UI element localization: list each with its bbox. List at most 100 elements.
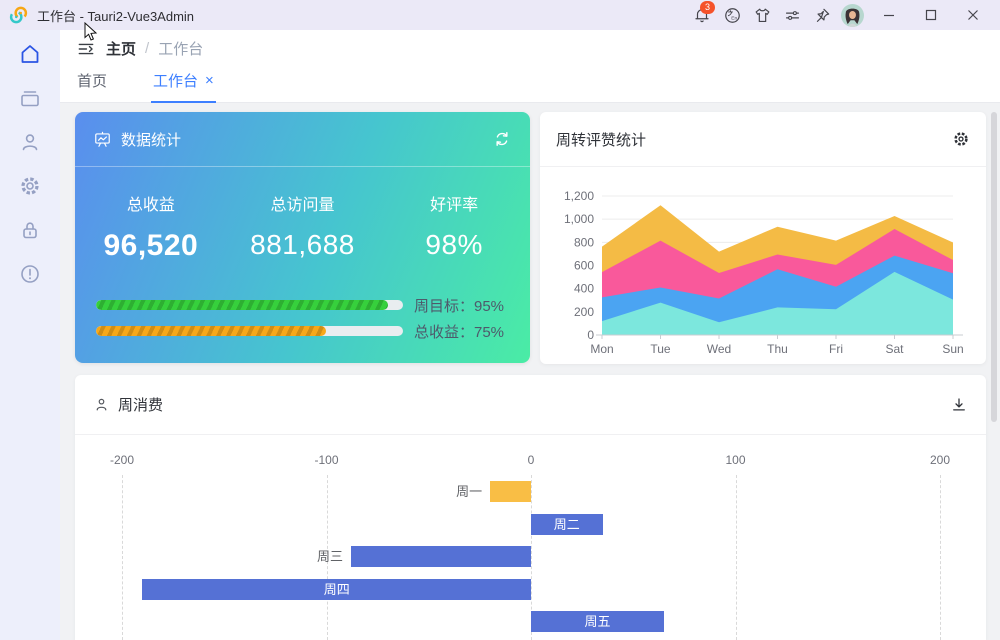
mouse-cursor bbox=[84, 22, 98, 41]
y-tick-label: 400 bbox=[574, 282, 594, 296]
minimize-button[interactable] bbox=[868, 0, 910, 30]
x-tick-label: Thu bbox=[767, 342, 788, 356]
progress-track bbox=[96, 300, 403, 310]
consume-card: 周消费 -200 -100 0 100 200 周一 周二 周三 周四 周五 bbox=[75, 375, 986, 640]
sidebar-item-lock[interactable] bbox=[16, 217, 44, 242]
bar-label: 周一 bbox=[456, 484, 483, 499]
maximize-icon bbox=[925, 9, 937, 21]
breadcrumb: 主页 / 工作台 bbox=[106, 38, 203, 59]
sidebar-item-user[interactable] bbox=[16, 129, 44, 154]
main-header: 主页 / 工作台 首页 工作台 × bbox=[60, 30, 1000, 103]
x-tick-label: Tue bbox=[650, 342, 671, 356]
progress-fill-green bbox=[96, 300, 388, 310]
user-icon bbox=[22, 133, 38, 150]
bar-周三 bbox=[351, 546, 531, 567]
notifications-button[interactable]: 3 bbox=[687, 0, 717, 30]
translate-icon: En bbox=[724, 7, 740, 23]
sidebar-item-about[interactable] bbox=[16, 261, 44, 286]
menu-unfold-icon bbox=[78, 43, 94, 54]
titlebar: 工作台 - Tauri2-Vue3Admin 3 En bbox=[0, 0, 1000, 30]
breadcrumb-separator: / bbox=[145, 40, 150, 57]
x-tick-label: 100 bbox=[725, 453, 746, 467]
turnover-card-header: 周转评赞统计 bbox=[540, 112, 986, 167]
x-gridline bbox=[940, 475, 941, 640]
tab-workbench-label: 工作台 bbox=[153, 73, 199, 90]
avatar-image bbox=[841, 3, 864, 27]
adjust-sliders-icon bbox=[785, 10, 799, 20]
sidebar-collapse-button[interactable] bbox=[75, 38, 97, 60]
person-icon bbox=[96, 398, 107, 411]
sidebar-item-archive[interactable] bbox=[16, 85, 44, 110]
x-tick-label: -200 bbox=[109, 453, 135, 467]
app-logo-icon bbox=[9, 6, 28, 23]
turnover-card-title: 周转评赞统计 bbox=[556, 131, 647, 149]
theme-button[interactable] bbox=[747, 0, 777, 30]
stat-total-revenue: 总收益 96,520 bbox=[75, 191, 227, 263]
x-tick-label: Wed bbox=[707, 342, 731, 356]
y-tick-label: 1,000 bbox=[564, 212, 594, 226]
maximize-button[interactable] bbox=[910, 0, 952, 30]
lock-icon bbox=[23, 221, 37, 238]
sidebar-item-home[interactable] bbox=[16, 41, 44, 66]
consume-card-title: 周消费 bbox=[118, 397, 164, 414]
tab-home[interactable]: 首页 bbox=[77, 73, 108, 90]
notification-badge: 3 bbox=[700, 1, 715, 14]
bar-周一 bbox=[490, 481, 531, 502]
close-icon bbox=[968, 10, 978, 20]
stat-value: 98% bbox=[425, 229, 483, 260]
close-button[interactable] bbox=[952, 0, 994, 30]
x-tick-label: Sun bbox=[942, 342, 963, 356]
pin-icon bbox=[816, 8, 829, 22]
stat-value: 881,688 bbox=[250, 229, 355, 260]
download-icon[interactable] bbox=[950, 396, 968, 414]
pin-window-button[interactable] bbox=[807, 0, 837, 30]
refresh-icon[interactable] bbox=[492, 129, 512, 149]
theme-shirt-icon bbox=[755, 8, 769, 22]
language-button[interactable]: En bbox=[717, 0, 747, 30]
y-tick-label: 1,200 bbox=[564, 189, 594, 203]
progress-label: 总收益：75% bbox=[414, 323, 505, 341]
breadcrumb-row: 主页 / 工作台 bbox=[60, 30, 1000, 67]
y-tick-label: 600 bbox=[574, 259, 594, 273]
archive-icon bbox=[21, 90, 39, 106]
svg-text:En: En bbox=[731, 15, 737, 21]
x-tick-label: Sat bbox=[885, 342, 904, 356]
bar-label: 周三 bbox=[317, 549, 344, 564]
stat-rating: 好评率 98% bbox=[378, 191, 530, 263]
gear-icon[interactable] bbox=[952, 130, 970, 148]
bar-周二: 周二 bbox=[531, 513, 603, 535]
vertical-scrollbar-thumb[interactable] bbox=[991, 112, 997, 422]
tab-bar: 首页 工作台 × bbox=[60, 67, 1000, 103]
user-avatar[interactable] bbox=[841, 3, 864, 27]
settings-gear-icon bbox=[21, 176, 39, 195]
x-gridline bbox=[735, 475, 737, 640]
stat-label: 总收益 bbox=[126, 197, 175, 214]
bar-label: 周五 bbox=[584, 614, 611, 629]
progress-label: 周目标：95% bbox=[414, 297, 505, 315]
x-tick-label: 200 bbox=[929, 453, 951, 467]
info-icon bbox=[21, 264, 39, 283]
sidebar bbox=[0, 30, 60, 640]
layout-settings-button[interactable] bbox=[777, 0, 807, 30]
stat-label: 总访问量 bbox=[270, 197, 335, 214]
stats-card: 数据统计 总收益 96,520 总访问量 881,688 好评率 bbox=[75, 112, 530, 363]
breadcrumb-home[interactable]: 主页 bbox=[106, 41, 137, 58]
stats-row: 总收益 96,520 总访问量 881,688 好评率 98% bbox=[75, 191, 530, 263]
consume-card-header: 周消费 bbox=[75, 375, 986, 435]
x-gridline bbox=[122, 475, 123, 640]
stat-value: 96,520 bbox=[103, 229, 199, 262]
x-gridline bbox=[326, 475, 328, 640]
progress-week-goal: 周目标：95% bbox=[96, 295, 504, 315]
x-tick-label: 0 bbox=[527, 453, 535, 467]
bar-周五: 周五 bbox=[531, 611, 664, 632]
tab-workbench[interactable]: 工作台 × bbox=[151, 70, 216, 103]
x-tick-label: -100 bbox=[314, 453, 339, 467]
progress-total-revenue: 总收益：75% bbox=[96, 321, 504, 341]
bar-label: 周二 bbox=[553, 516, 580, 532]
breadcrumb-current: 工作台 bbox=[158, 41, 204, 58]
tab-close-icon[interactable]: × bbox=[205, 72, 214, 89]
x-gridline bbox=[531, 475, 532, 640]
sidebar-item-settings[interactable] bbox=[16, 173, 44, 198]
stats-card-header: 数据统计 bbox=[75, 112, 530, 167]
